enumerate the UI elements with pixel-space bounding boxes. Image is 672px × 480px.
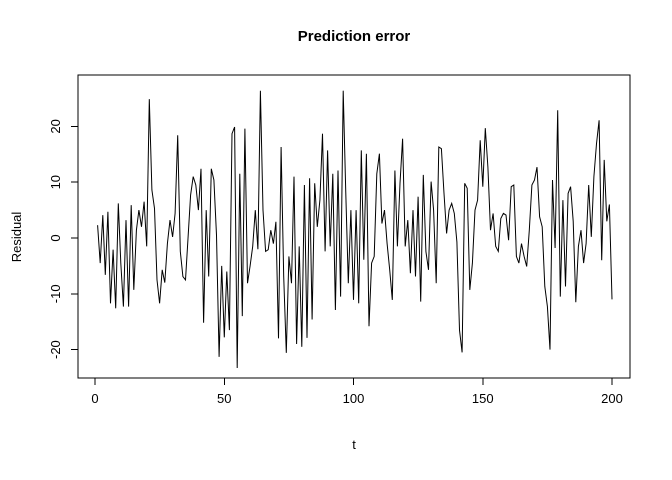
- y-tick-label--20: -20: [48, 340, 63, 359]
- y-axis-label: Residual: [9, 212, 24, 263]
- x-axis-label: t: [352, 437, 356, 452]
- y-tick-label-0: 0: [48, 234, 63, 241]
- x-tick-label-50: 50: [217, 391, 231, 406]
- chart-title: Prediction error: [298, 28, 411, 45]
- x-tick-label-150: 150: [472, 391, 494, 406]
- plot-box: [77, 74, 631, 379]
- axis-ticks: [71, 125, 613, 385]
- residual-series-line: [97, 90, 613, 369]
- x-tick-label-100: 100: [343, 391, 365, 406]
- y-tick-label-20: 20: [48, 119, 63, 133]
- x-tick-label-0: 0: [91, 391, 98, 406]
- x-tick-label-200: 200: [601, 391, 623, 406]
- y-tick-label-10: 10: [48, 175, 63, 189]
- y-tick-label--10: -10: [48, 284, 63, 303]
- axis-tick-labels: 0 50 100 150 200 -20 -10 0 10 20: [48, 119, 623, 406]
